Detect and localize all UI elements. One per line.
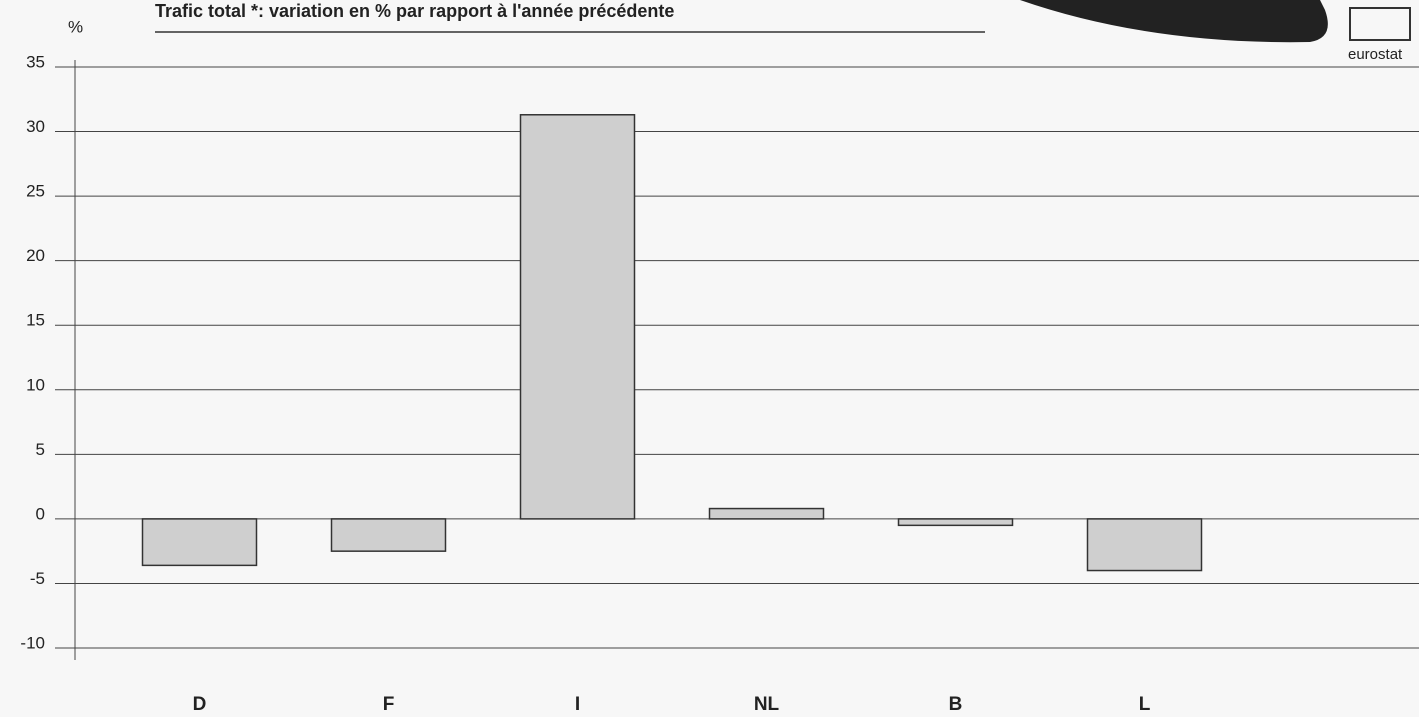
bar (1086, 518, 1203, 572)
bar (897, 518, 1014, 527)
x-tick-label: B (949, 694, 963, 715)
y-axis-label: % (68, 17, 83, 36)
y-tick-label: 15 (26, 311, 45, 330)
bar (330, 518, 447, 552)
y-tick-label: -10 (20, 633, 45, 652)
x-tick-label: I (575, 694, 580, 715)
x-tick-label: D (193, 694, 207, 715)
y-tick-label: 5 (36, 440, 45, 459)
bar (141, 518, 258, 567)
y-tick-label: 30 (26, 117, 45, 136)
y-tick-label: 0 (36, 504, 45, 523)
y-tick-label: -5 (30, 569, 45, 588)
logo-box (1349, 7, 1411, 41)
y-tick-label: 10 (26, 375, 45, 394)
x-tick-label: L (1139, 694, 1151, 715)
y-tick-label: 35 (26, 52, 45, 71)
x-tick-label: NL (754, 694, 780, 715)
bar (708, 507, 825, 520)
y-tick-label: 25 (26, 182, 45, 201)
bus-image (1020, 0, 1328, 43)
y-tick-label: 20 (26, 246, 45, 265)
bar (519, 114, 636, 520)
x-tick-label: F (383, 694, 395, 715)
logo-text: eurostat (1348, 46, 1403, 63)
chart-title: Trafic total *: variation en % par rappo… (155, 1, 674, 21)
